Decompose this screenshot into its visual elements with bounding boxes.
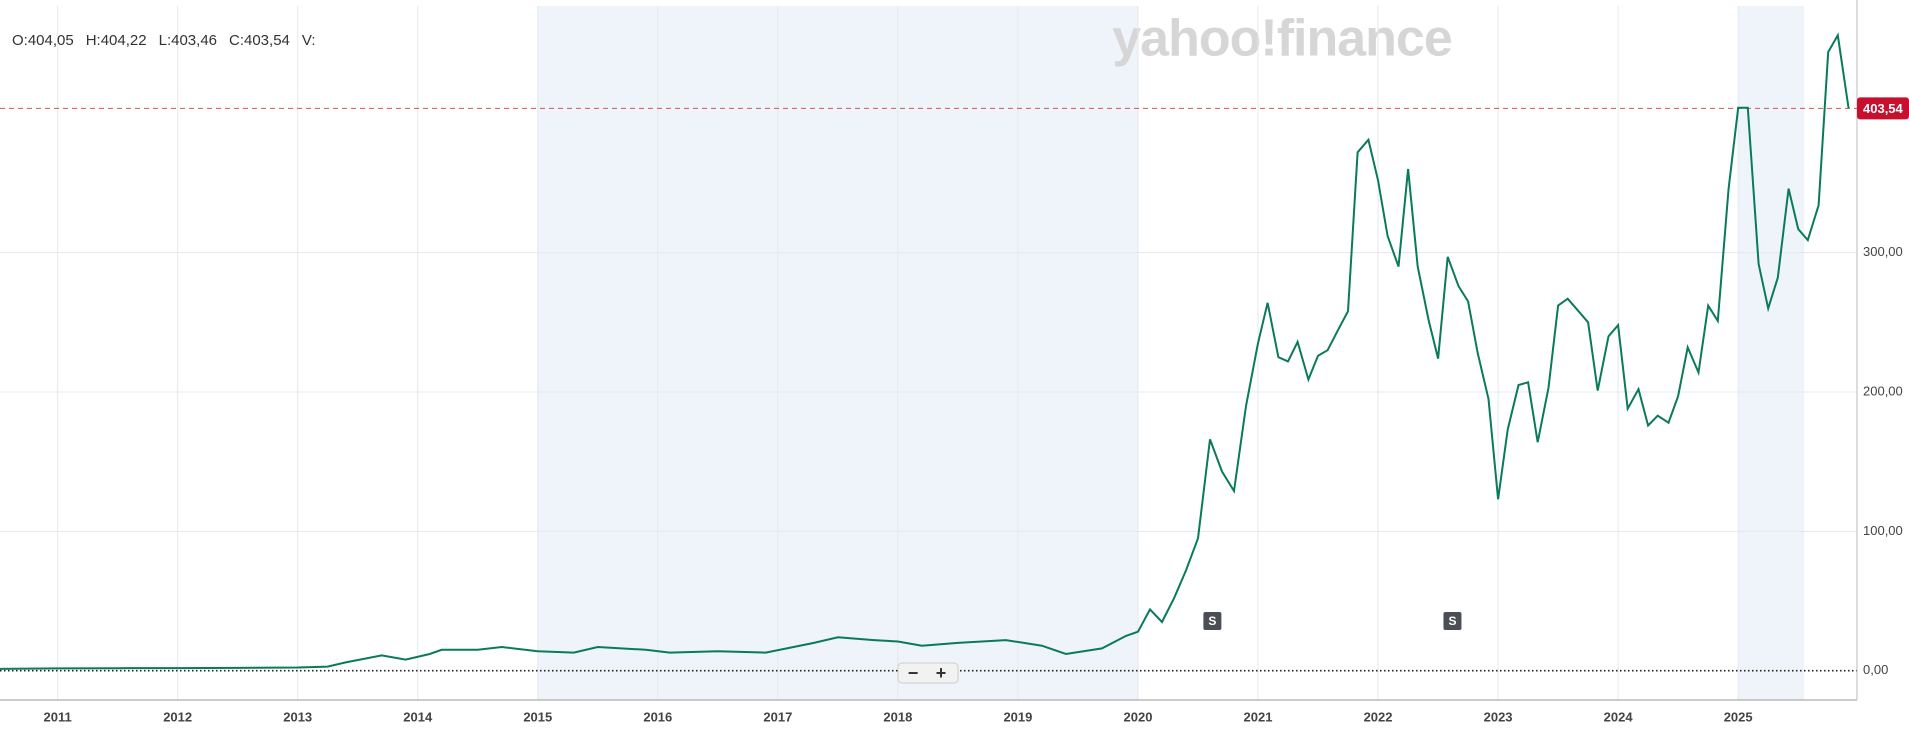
ohlc-text: C:403,54 (229, 32, 290, 49)
y-tick-label: 300,00 (1863, 244, 1903, 259)
price-tag-label: 403,54 (1863, 101, 1904, 116)
x-tick-label: 2013 (283, 709, 312, 724)
zoom-bar (897, 662, 959, 684)
x-tick-label: 2019 (1003, 709, 1032, 724)
x-tick-label: 2023 (1484, 709, 1513, 724)
watermark: yahoo!finance (1112, 10, 1452, 68)
highlight-range (537, 6, 1138, 700)
event-badge (1203, 612, 1222, 630)
y-tick-label: 0,00 (1863, 662, 1888, 677)
ohlc-text: V: (302, 32, 316, 49)
event-marker[interactable]: S (1203, 612, 1222, 630)
zoom-button[interactable]: − (908, 663, 919, 683)
x-tick-label: 2011 (44, 709, 72, 724)
event-label: S (1448, 614, 1456, 628)
x-tick-label: 2020 (1124, 709, 1153, 724)
price-tag (1857, 97, 1909, 120)
event-label: S (1208, 614, 1216, 628)
zoom-button[interactable]: + (936, 663, 947, 683)
event-badge (1443, 612, 1462, 630)
x-tick-label: 2016 (643, 709, 672, 724)
x-tick-label: 2018 (883, 709, 912, 724)
x-tick-label: 2021 (1244, 709, 1273, 724)
ohlc-text: L:403,46 (159, 32, 217, 49)
x-tick-label: 2017 (763, 709, 792, 724)
x-tick-label: 2015 (523, 709, 552, 724)
x-tick-label: 2014 (403, 709, 433, 724)
y-tick-label: 100,00 (1863, 523, 1903, 538)
x-tick-label: 2024 (1604, 709, 1634, 724)
price-line (0, 32, 1850, 670)
ohlc-text: H:404,22 (86, 32, 147, 49)
ohlc-text: O:404,05 (12, 32, 74, 49)
x-tick-label: 2012 (163, 709, 192, 724)
event-marker[interactable]: S (1443, 612, 1462, 630)
y-tick-label: 200,00 (1863, 383, 1903, 398)
x-tick-label: 2022 (1364, 709, 1393, 724)
x-tick-label: 2025 (1724, 709, 1753, 724)
